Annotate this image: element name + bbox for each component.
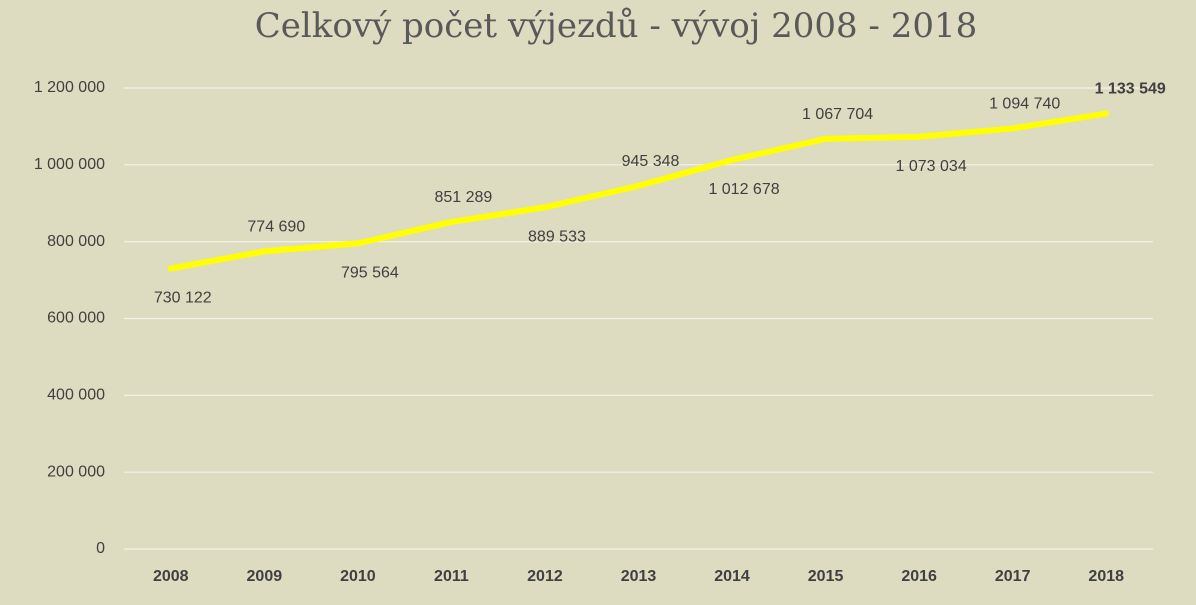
data-label: 795 564 [341,265,399,282]
chart-title: Celkový počet výjezdů - vývoj 2008 - 201… [255,6,978,46]
x-tick-label: 2015 [808,568,844,585]
y-tick-label: 400 000 [47,387,105,404]
data-label: 1 067 704 [802,106,873,123]
y-tick-label: 800 000 [47,233,105,250]
x-tick-label: 2010 [340,568,376,585]
data-line [167,110,1110,272]
x-tick-label: 2011 [434,568,469,585]
data-label: 1 012 678 [708,181,779,198]
data-label: 730 122 [154,290,212,307]
data-label: 945 348 [622,153,680,170]
data-label: 774 690 [247,219,305,236]
data-label: 1 073 034 [896,158,967,175]
y-tick-label: 1 200 000 [34,79,105,96]
x-tick-label: 2014 [714,568,750,585]
x-tick-label: 2013 [621,568,657,585]
x-tick-label: 2008 [153,568,189,585]
x-tick-label: 2018 [1088,568,1124,585]
x-tick-label: 2009 [247,568,283,585]
y-tick-label: 1 000 000 [34,156,105,173]
data-label: 851 289 [434,189,492,206]
y-tick-label: 0 [96,540,105,557]
x-tick-label: 2012 [527,568,563,585]
x-tick-label: 2017 [995,568,1031,585]
data-label: 1 094 740 [989,96,1060,113]
data-label: 889 533 [528,228,586,245]
x-tick-label: 2016 [901,568,937,585]
data-label: 1 133 549 [1095,81,1166,98]
y-tick-label: 600 000 [47,310,105,327]
y-tick-label: 200 000 [47,463,105,480]
